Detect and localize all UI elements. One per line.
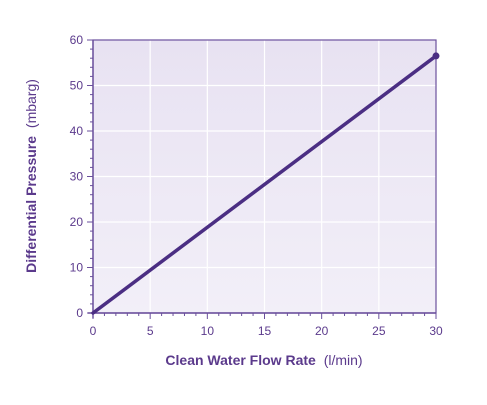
y-tick-label: 30	[70, 170, 84, 184]
x-tick-label: 30	[429, 324, 443, 338]
y-tick-label: 10	[70, 261, 84, 275]
x-tick-label: 20	[315, 324, 329, 338]
tick-labels: 0 10 20 30 40 50 60 0 5 10 15 20 25 30	[70, 33, 443, 338]
x-tick-label: 15	[258, 324, 272, 338]
series	[91, 52, 440, 315]
y-axis-title-text: Differential Pressure	[23, 136, 39, 273]
y-tick-label: 20	[70, 215, 84, 229]
x-tick-label: 25	[372, 324, 386, 338]
y-tick-label: 40	[70, 124, 84, 138]
x-tick-label: 0	[90, 324, 97, 338]
x-axis-title-text: Clean Water Flow Rate	[165, 352, 316, 368]
data-point	[432, 52, 440, 60]
x-tick-label: 10	[201, 324, 215, 338]
y-axis-unit: (mbarg)	[23, 79, 39, 128]
x-axis-title: Clean Water Flow Rate (l/min)	[165, 352, 362, 368]
series-line	[91, 54, 438, 315]
grid-lines	[93, 39, 437, 313]
y-tick-label: 50	[70, 79, 84, 93]
x-axis-unit: (l/min)	[324, 352, 363, 368]
y-tick-label: 60	[70, 33, 84, 47]
x-tick-label: 5	[147, 324, 154, 338]
axes	[87, 39, 437, 319]
y-tick-label: 0	[76, 306, 83, 320]
y-axis-title: Differential Pressure (mbarg)	[23, 79, 39, 273]
